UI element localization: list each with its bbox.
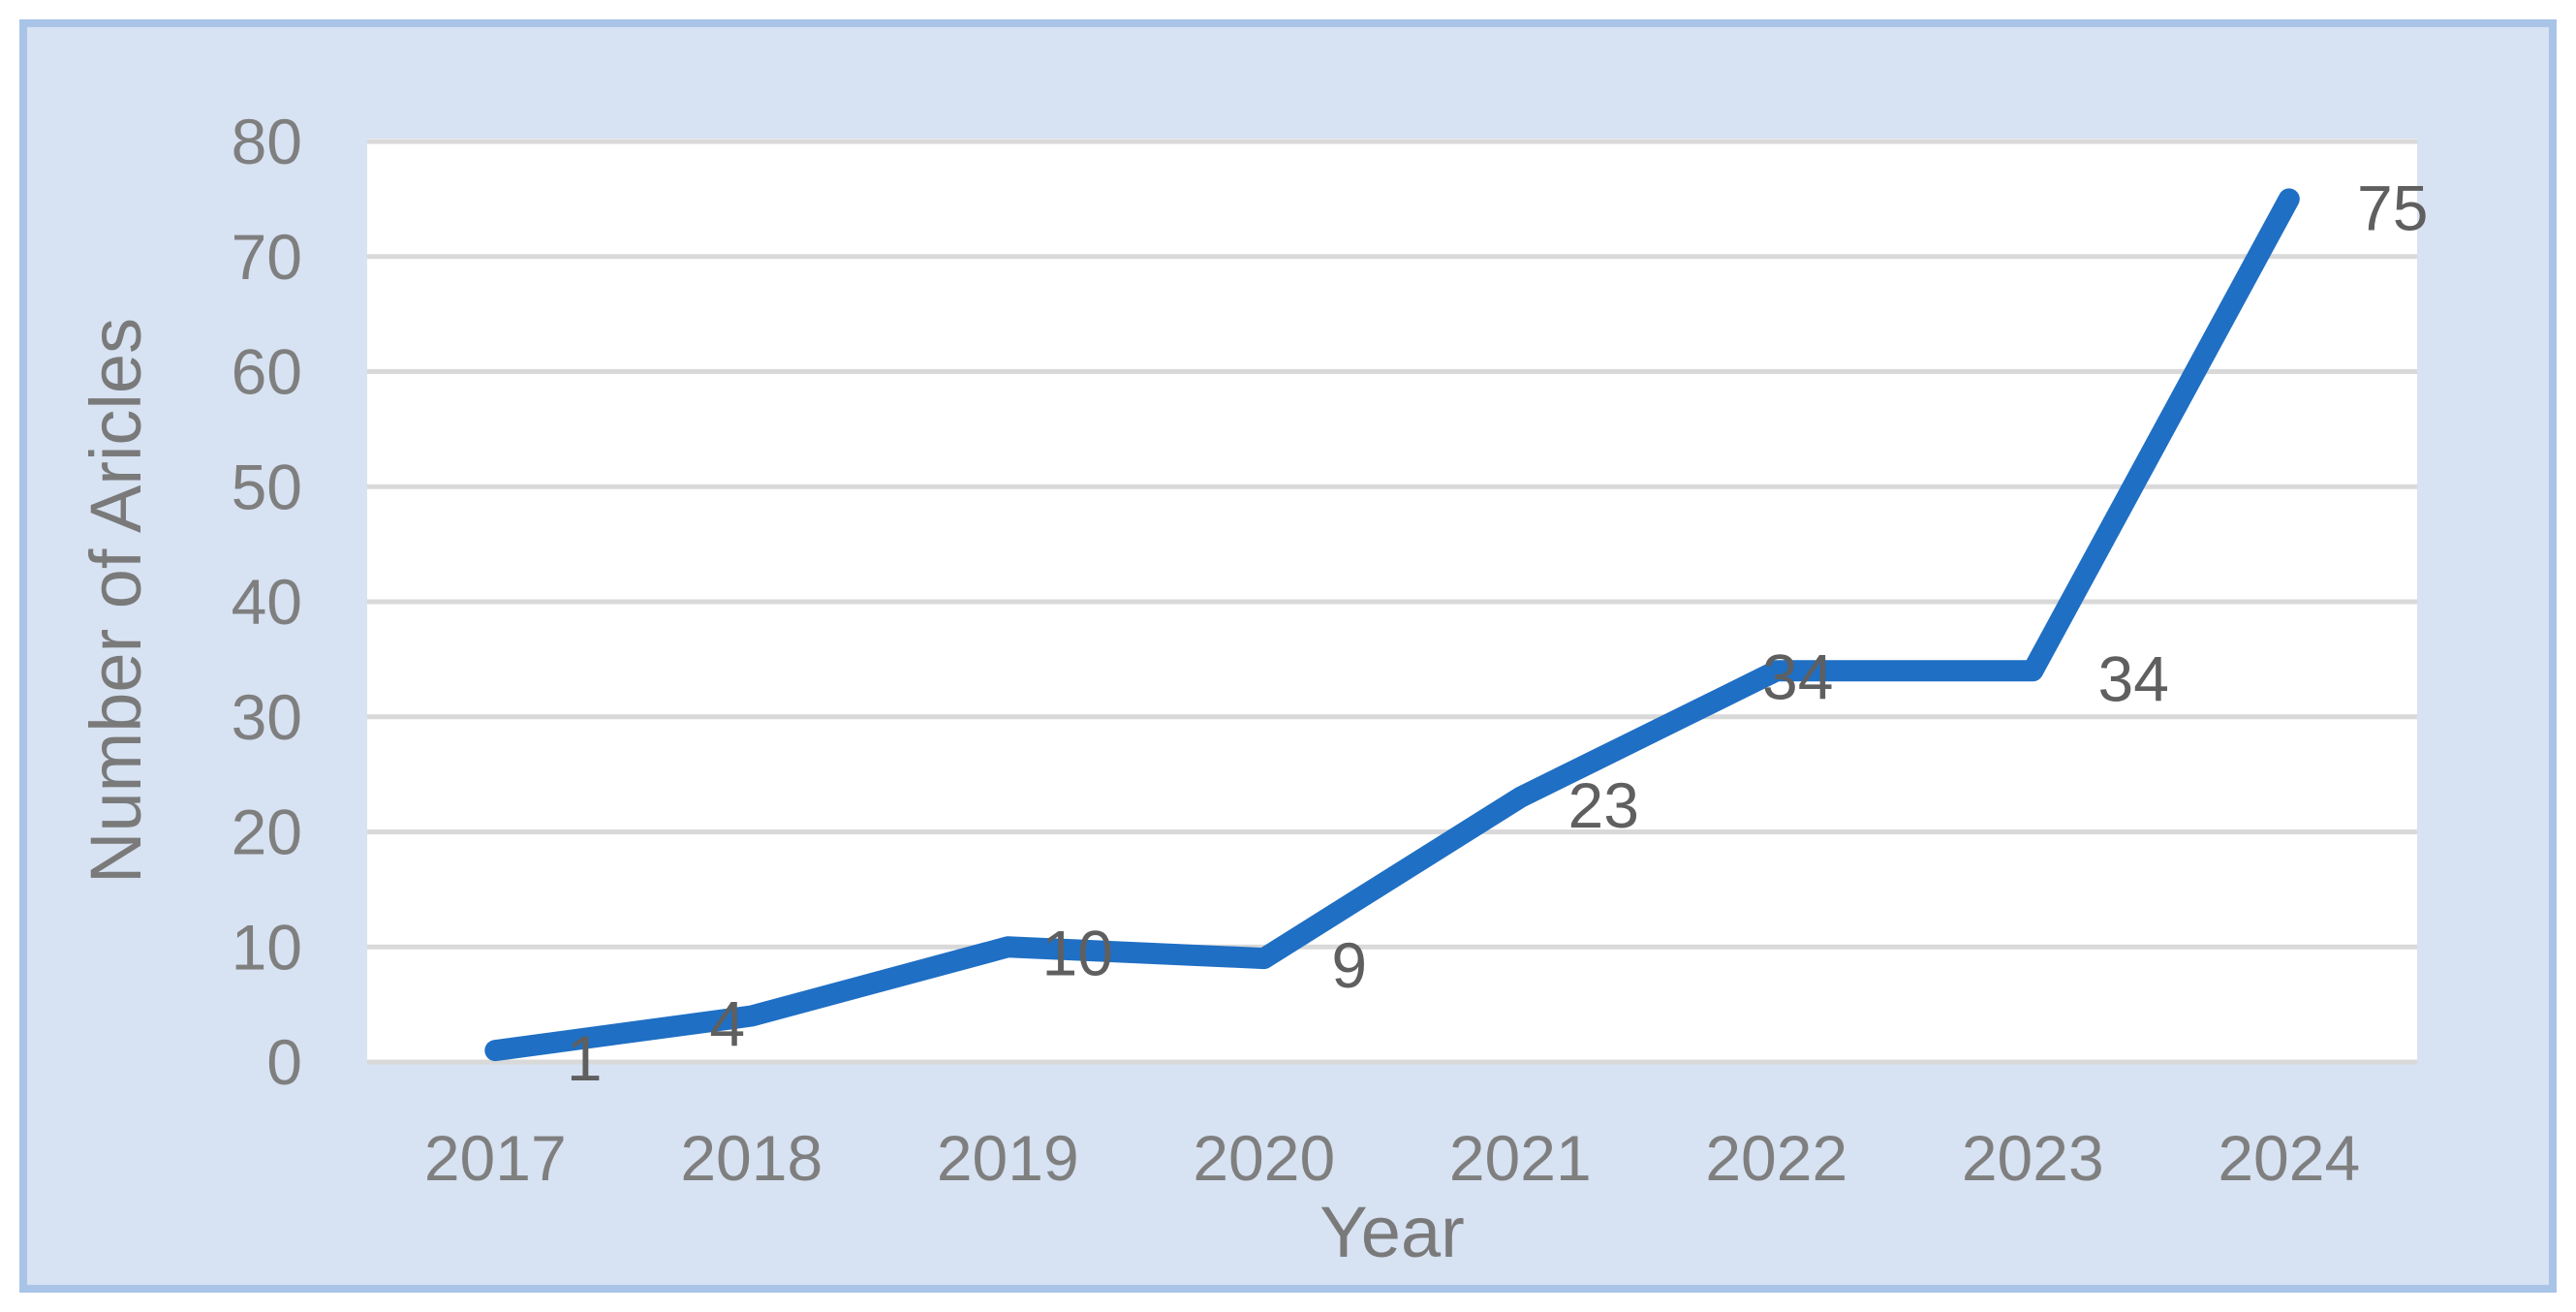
data-label: 23 xyxy=(1568,769,1639,841)
y-tick-label: 60 xyxy=(232,336,302,408)
data-label: 1 xyxy=(567,1022,603,1094)
y-tick-label: 50 xyxy=(232,451,302,522)
x-tick-label: 2020 xyxy=(1193,1122,1335,1194)
data-labels: 1 4 10 9 23 34 34 75 xyxy=(567,172,2429,1094)
x-tick-label: 2021 xyxy=(1449,1122,1592,1194)
y-tick-label: 0 xyxy=(266,1026,302,1098)
data-label: 9 xyxy=(1331,929,1367,1001)
y-axis-tick-labels: 0 10 20 30 40 50 60 70 80 xyxy=(232,106,302,1098)
y-axis-title: Number of Aricles xyxy=(76,318,156,884)
x-tick-label: 2018 xyxy=(680,1122,822,1194)
data-label: 75 xyxy=(2357,172,2428,243)
data-label: 4 xyxy=(709,988,745,1060)
y-tick-label: 10 xyxy=(232,911,302,983)
data-label: 34 xyxy=(2098,642,2169,714)
x-tick-label: 2024 xyxy=(2218,1122,2360,1194)
chart-figure: 0 10 20 30 40 50 60 70 80 2017 2018 2019 2020 2021 20… xyxy=(19,19,2557,1293)
x-tick-label: 2019 xyxy=(937,1122,1079,1194)
series-line xyxy=(484,188,2300,1062)
y-tick-label: 30 xyxy=(232,681,302,753)
x-tick-label: 2023 xyxy=(1962,1122,2104,1194)
x-axis-title: Year xyxy=(1319,1192,1465,1272)
x-tick-label: 2022 xyxy=(1705,1122,1847,1194)
y-tick-label: 80 xyxy=(232,106,302,177)
gridlines xyxy=(367,139,2417,1065)
y-tick-label: 20 xyxy=(232,797,302,868)
y-tick-label: 70 xyxy=(232,221,302,293)
y-tick-label: 40 xyxy=(232,566,302,638)
data-label: 10 xyxy=(1042,917,1113,988)
x-tick-label: 2017 xyxy=(424,1122,567,1194)
x-axis-tick-labels: 2017 2018 2019 2020 2021 2022 2023 2024 xyxy=(424,1122,2360,1194)
data-label: 34 xyxy=(1762,640,1833,712)
